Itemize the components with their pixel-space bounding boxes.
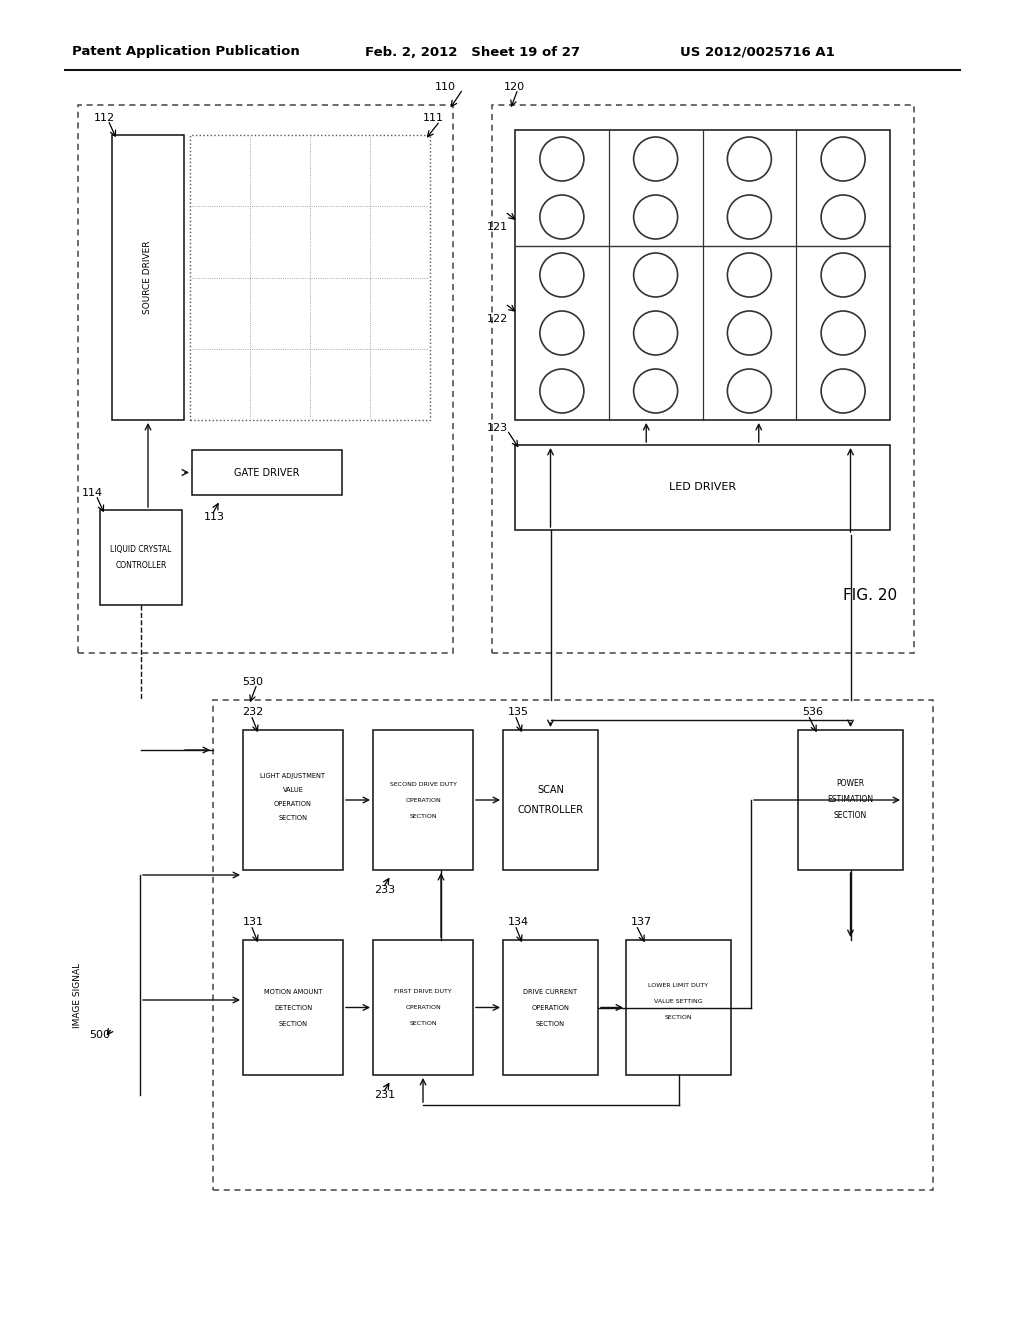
Text: SOURCE DRIVER: SOURCE DRIVER [143, 240, 153, 314]
Bar [243, 730, 343, 870]
Text: LIGHT ADJUSTMENT: LIGHT ADJUSTMENT [260, 774, 326, 779]
Text: 113: 113 [204, 512, 224, 521]
Bar [243, 940, 343, 1074]
Text: CONTROLLER: CONTROLLER [116, 561, 167, 570]
Text: 123: 123 [486, 422, 508, 433]
Text: 530: 530 [243, 677, 263, 686]
Bar [213, 700, 933, 1191]
Bar [190, 135, 430, 420]
Text: 131: 131 [243, 917, 263, 927]
Text: DRIVE CURRENT: DRIVE CURRENT [523, 989, 578, 994]
Text: ESTIMATION: ESTIMATION [827, 796, 873, 804]
Text: CONTROLLER: CONTROLLER [517, 805, 584, 814]
Text: SECTION: SECTION [536, 1020, 565, 1027]
Text: 134: 134 [508, 917, 528, 927]
Text: US 2012/0025716 A1: US 2012/0025716 A1 [680, 45, 835, 58]
Text: SECTION: SECTION [665, 1015, 692, 1020]
Text: LIQUID CRYSTAL: LIQUID CRYSTAL [111, 545, 172, 554]
Text: SECTION: SECTION [410, 813, 437, 818]
Text: VALUE: VALUE [283, 787, 303, 793]
Text: 122: 122 [486, 314, 508, 323]
Text: Patent Application Publication: Patent Application Publication [72, 45, 300, 58]
Text: IMAGE SIGNAL: IMAGE SIGNAL [74, 962, 83, 1027]
Bar [112, 135, 184, 420]
Bar [626, 940, 731, 1074]
Bar [798, 730, 903, 870]
Bar [492, 106, 914, 653]
Text: SECTION: SECTION [279, 1020, 307, 1027]
Text: 536: 536 [803, 708, 823, 717]
Text: 232: 232 [243, 708, 263, 717]
Bar [78, 106, 453, 653]
Text: SECTION: SECTION [410, 1020, 437, 1026]
Bar [503, 940, 598, 1074]
Text: 114: 114 [82, 488, 102, 498]
Bar [373, 730, 473, 870]
Text: OPERATION: OPERATION [406, 1005, 441, 1010]
Text: SECOND DRIVE DUTY: SECOND DRIVE DUTY [389, 781, 457, 787]
Text: 120: 120 [504, 82, 524, 92]
Bar [503, 730, 598, 870]
Text: SECTION: SECTION [834, 812, 867, 821]
Text: SECTION: SECTION [279, 814, 307, 821]
Text: FIG. 20: FIG. 20 [843, 587, 897, 602]
Text: OPERATION: OPERATION [274, 801, 312, 807]
Text: DETECTION: DETECTION [274, 1005, 312, 1011]
Text: VALUE SETTING: VALUE SETTING [654, 999, 702, 1005]
Text: OPERATION: OPERATION [531, 1005, 569, 1011]
Text: LED DRIVER: LED DRIVER [669, 483, 736, 492]
Text: SCAN: SCAN [537, 785, 564, 795]
Bar [373, 940, 473, 1074]
Bar [193, 450, 342, 495]
Text: Feb. 2, 2012   Sheet 19 of 27: Feb. 2, 2012 Sheet 19 of 27 [365, 45, 580, 58]
Text: GATE DRIVER: GATE DRIVER [234, 467, 300, 478]
Bar [515, 129, 890, 420]
Text: 500: 500 [89, 1030, 111, 1040]
Text: 137: 137 [631, 917, 651, 927]
Text: POWER: POWER [837, 780, 864, 788]
Text: 112: 112 [93, 114, 115, 123]
Bar [515, 445, 890, 531]
Text: 135: 135 [508, 708, 528, 717]
Text: LOWER LIMIT DUTY: LOWER LIMIT DUTY [648, 983, 709, 987]
Text: 110: 110 [434, 82, 456, 92]
Text: 233: 233 [375, 884, 395, 895]
Text: 111: 111 [423, 114, 443, 123]
Text: 231: 231 [375, 1090, 395, 1100]
Bar [100, 510, 182, 605]
Text: MOTION AMOUNT: MOTION AMOUNT [264, 989, 323, 994]
Text: FIRST DRIVE DUTY: FIRST DRIVE DUTY [394, 989, 452, 994]
Text: 121: 121 [486, 222, 508, 232]
Text: OPERATION: OPERATION [406, 797, 441, 803]
